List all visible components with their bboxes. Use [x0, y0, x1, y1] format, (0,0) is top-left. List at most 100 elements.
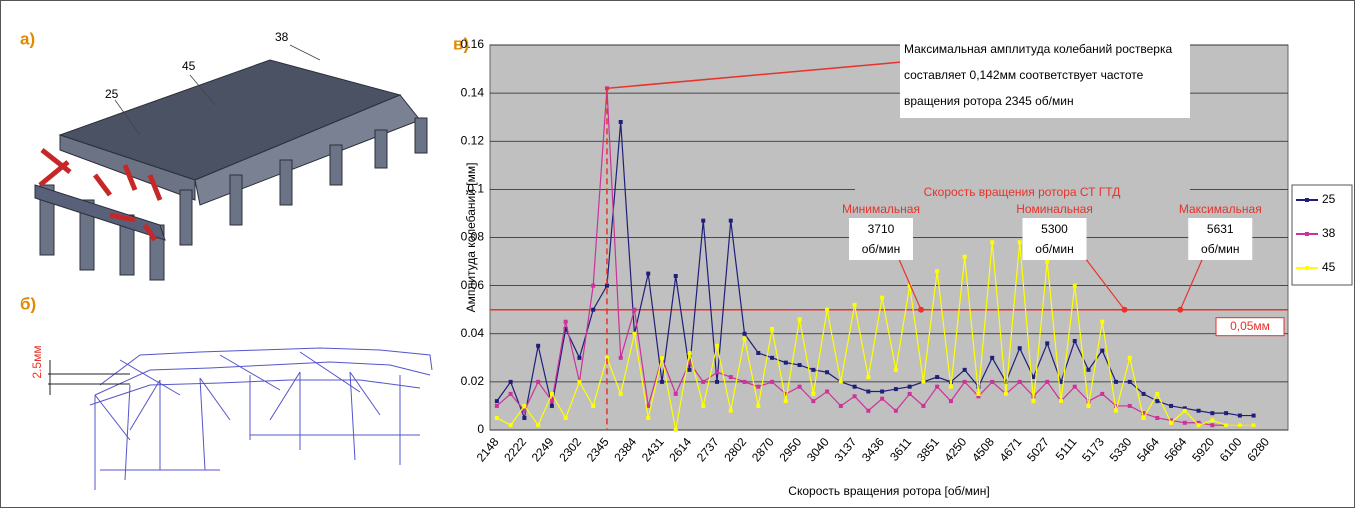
annotation-text: Максимальная амплитуда колебаний роствер… [904, 42, 1172, 56]
x-axis-label: Скорость вращения ротора [об/мин] [788, 484, 989, 498]
point [1018, 346, 1022, 350]
point [509, 392, 513, 396]
point [811, 368, 815, 372]
speed-unit: об/мин [1201, 242, 1239, 256]
legend-label: 45 [1322, 260, 1336, 274]
point [522, 409, 526, 413]
point [1128, 380, 1132, 384]
point [1169, 404, 1173, 408]
point [1197, 409, 1201, 413]
point [894, 387, 898, 391]
point [770, 356, 774, 360]
point [619, 392, 623, 396]
point [990, 356, 994, 360]
point-label: 25 [105, 87, 119, 101]
point [743, 337, 747, 341]
point [688, 351, 692, 355]
point [908, 385, 912, 389]
point [798, 363, 802, 367]
speed-name: Максимальная [1179, 202, 1262, 216]
point [839, 380, 843, 384]
point [963, 368, 967, 372]
point [1018, 240, 1022, 244]
point [811, 392, 815, 396]
point [880, 397, 884, 401]
scale-label: 2.5мм [30, 345, 44, 378]
point [1224, 423, 1228, 427]
page: а) б) в) 25 45 38 [0, 0, 1355, 513]
point [646, 272, 650, 276]
point [784, 399, 788, 403]
point [990, 240, 994, 244]
point [921, 380, 925, 384]
point [866, 409, 870, 413]
legend-label: 38 [1322, 226, 1336, 240]
point [880, 390, 884, 394]
point [1142, 416, 1146, 420]
point [935, 269, 939, 273]
point [1128, 356, 1132, 360]
point [770, 327, 774, 331]
point [495, 399, 499, 403]
point [1114, 409, 1118, 413]
point [729, 375, 733, 379]
point [894, 368, 898, 372]
point [495, 416, 499, 420]
point [949, 399, 953, 403]
point [522, 416, 526, 420]
speed-marker [918, 307, 924, 313]
point [591, 308, 595, 312]
point [536, 344, 540, 348]
point [550, 392, 554, 396]
point [1004, 392, 1008, 396]
point [1100, 349, 1104, 353]
point-label: 38 [275, 30, 289, 44]
legend-marker [1305, 232, 1309, 236]
panel-label: а) [20, 29, 35, 48]
point [990, 380, 994, 384]
point [632, 332, 636, 336]
point [715, 344, 719, 348]
point [660, 356, 664, 360]
point [674, 428, 678, 432]
point [1045, 341, 1049, 345]
point [1100, 392, 1104, 396]
legend-marker [1305, 266, 1309, 270]
point [495, 404, 499, 408]
point [1183, 409, 1187, 413]
point [1238, 423, 1242, 427]
point [756, 385, 760, 389]
point [1073, 339, 1077, 343]
point [701, 380, 705, 384]
point [839, 404, 843, 408]
point [963, 255, 967, 259]
point [1059, 399, 1063, 403]
point [853, 394, 857, 398]
point [1197, 423, 1201, 427]
point [1155, 416, 1159, 420]
point [756, 404, 760, 408]
legend-label: 25 [1322, 192, 1336, 206]
point [1210, 418, 1214, 422]
threshold-label: 0,05мм [1230, 319, 1270, 333]
point [729, 219, 733, 223]
speed-name: Минимальная [842, 202, 920, 216]
y-tick-label: 0.12 [461, 133, 485, 147]
point [701, 219, 705, 223]
point [825, 308, 829, 312]
y-tick-label: 0.14 [461, 85, 485, 99]
speed-name: Номинальная [1016, 202, 1093, 216]
point [1210, 423, 1214, 427]
point [908, 392, 912, 396]
y-tick-label: 0.16 [461, 37, 485, 51]
point [1210, 411, 1214, 415]
y-tick-label: 0.04 [461, 326, 485, 340]
point [1087, 404, 1091, 408]
point [1031, 399, 1035, 403]
point [1128, 404, 1132, 408]
point [550, 404, 554, 408]
point [743, 380, 747, 384]
point [880, 296, 884, 300]
point [1224, 411, 1228, 415]
point [632, 308, 636, 312]
